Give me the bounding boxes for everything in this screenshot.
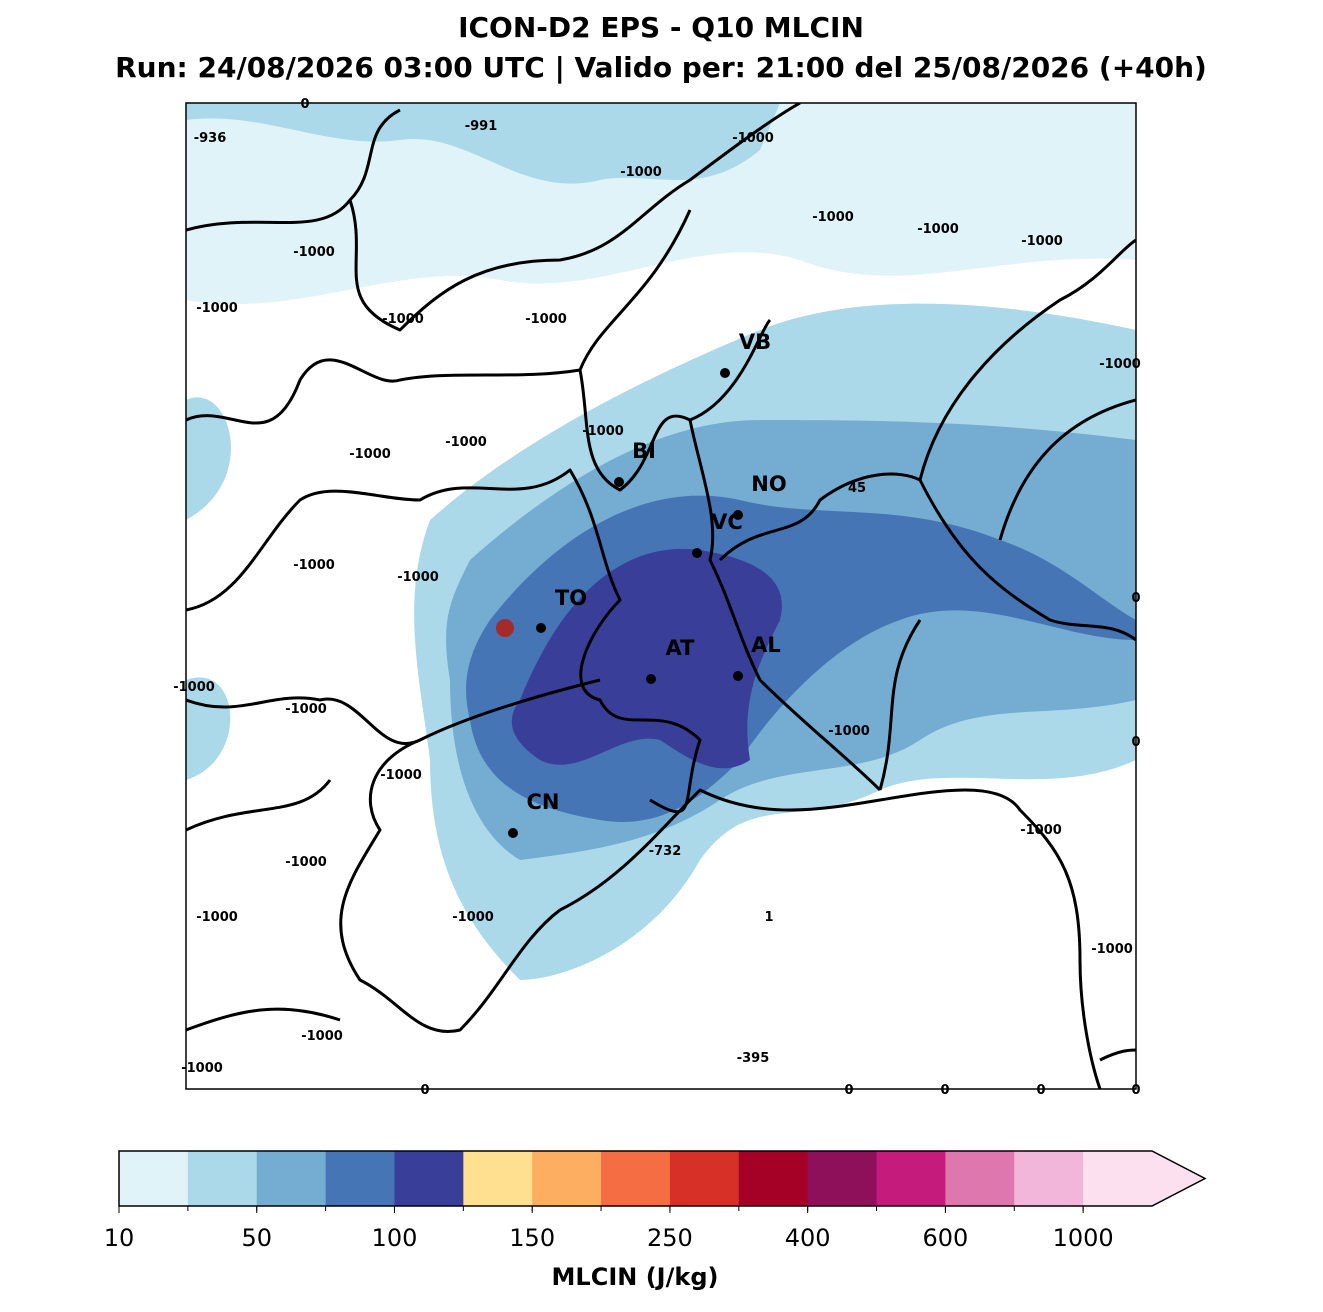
city-dot	[614, 477, 624, 487]
colorbar-label: MLCIN (J/kg)	[552, 1263, 719, 1291]
colorbar-segment	[601, 1151, 671, 1206]
borders	[186, 103, 1136, 1089]
city-label: AT	[666, 636, 696, 660]
contour-label: -1000	[1099, 357, 1141, 372]
city-label: TO	[555, 586, 587, 610]
contour-label: -1000	[380, 768, 422, 783]
contour-label: -1000	[732, 131, 774, 146]
contour-label: -1000	[917, 222, 959, 237]
contour-label: 0	[1131, 591, 1140, 606]
colorbar-segment	[669, 1151, 740, 1206]
city-dot	[720, 368, 730, 378]
city-dot	[536, 623, 546, 633]
colorbar-tick-label: 1000	[1053, 1224, 1114, 1252]
map-frame	[185, 102, 1137, 1090]
city-dot	[733, 510, 743, 520]
contour-label: -1000	[196, 910, 238, 925]
colorbar-extension	[1083, 1151, 1205, 1206]
city-dot	[692, 548, 702, 558]
colorbar-segment	[876, 1151, 946, 1206]
contour-label: -1000	[293, 245, 335, 260]
colorbar-segment	[119, 1151, 189, 1206]
contour-label: 0	[940, 1083, 949, 1098]
contour-label: -1000	[582, 424, 624, 439]
contour-label: 0	[844, 1083, 853, 1098]
colorbar-tick-label: 150	[509, 1224, 555, 1252]
contour-label: 0	[1131, 735, 1140, 750]
contour-label: -1000	[1091, 942, 1133, 957]
contour-label: -1000	[173, 680, 215, 695]
city-label: NO	[751, 472, 786, 496]
contour-label: -1000	[397, 570, 439, 585]
colorbar-tick-label: 10	[104, 1224, 135, 1252]
city-label: VC	[711, 510, 743, 534]
city-dot	[733, 671, 743, 681]
colorbar-tick-label: 100	[372, 1224, 418, 1252]
city-label: VB	[739, 330, 771, 354]
contour-label: -1000	[812, 210, 854, 225]
contour-label: -936	[194, 131, 227, 146]
city-label: BI	[632, 439, 656, 463]
contour-label: 0	[300, 97, 309, 112]
colorbar-tick-label: 600	[922, 1224, 968, 1252]
colorbar-segment	[187, 1151, 258, 1206]
contour-label: -1000	[1021, 234, 1063, 249]
city-label: AL	[751, 633, 781, 657]
colorbar-segment	[325, 1151, 395, 1206]
colorbar-segment	[463, 1151, 533, 1206]
contour-label: -1000	[181, 1061, 223, 1076]
colorbar-segment	[738, 1151, 809, 1206]
contour-label: -1000	[285, 702, 327, 717]
contour-label: -991	[465, 119, 498, 134]
contour-label: -1000	[452, 910, 494, 925]
title: ICON-D2 EPS - Q10 MLCIN	[458, 11, 864, 44]
subtitle: Run: 24/08/2026 03:00 UTC | Valido per: …	[115, 51, 1207, 84]
contour-label: -395	[737, 1051, 770, 1066]
colorbar-segment	[1014, 1151, 1084, 1206]
colorbar-segment	[945, 1151, 1015, 1206]
contour-label: -1000	[196, 301, 238, 316]
city-label: CN	[527, 790, 560, 814]
map-panel	[185, 102, 1137, 1090]
contour-label: 0	[420, 1083, 429, 1098]
colorbar-segment	[532, 1151, 602, 1206]
contour-label: -1000	[301, 1029, 343, 1044]
contour-label: -1000	[382, 312, 424, 327]
contour-label: -1000	[349, 447, 391, 462]
colorbar-segment	[394, 1151, 464, 1206]
contour-label: -732	[649, 844, 682, 859]
contour-label: -1000	[1020, 823, 1062, 838]
contour-label: 1	[764, 910, 773, 925]
colorbar-tick-label: 250	[647, 1224, 693, 1252]
contour-label: -1000	[293, 558, 335, 573]
colorbar-outline	[118, 1150, 1207, 1207]
contour-label: 0	[1036, 1083, 1045, 1098]
city-dot	[508, 828, 518, 838]
shading	[186, 103, 1136, 1089]
contour-label: -1000	[620, 165, 662, 180]
contour-label: -1000	[525, 312, 567, 327]
colorbar-tick-label: 400	[785, 1224, 831, 1252]
contour-label: -1000	[445, 435, 487, 450]
location-marker	[496, 619, 514, 637]
contour-label: 45	[848, 481, 866, 496]
contour-label: 0	[1131, 1083, 1140, 1098]
contour-label: -1000	[285, 855, 327, 870]
city-dot	[646, 674, 656, 684]
colorbar-tick-label: 50	[241, 1224, 272, 1252]
contour-label: -1000	[828, 724, 870, 739]
colorbar-segment	[807, 1151, 878, 1206]
colorbar-segment	[256, 1151, 327, 1206]
